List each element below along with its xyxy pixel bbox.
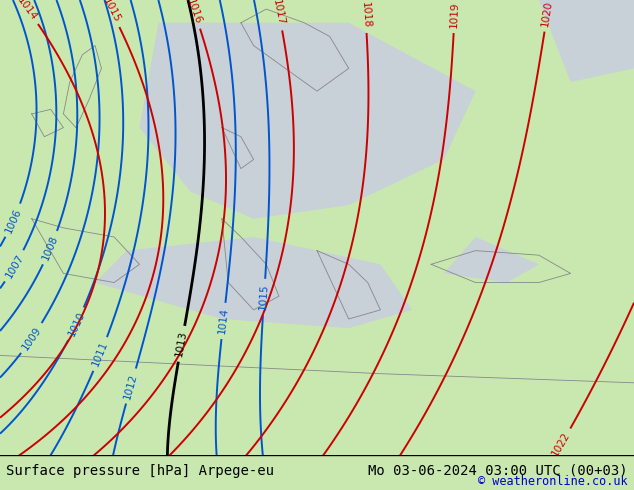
Polygon shape [139, 23, 476, 219]
Text: © weatheronline.co.uk: © weatheronline.co.uk [478, 475, 628, 488]
Text: 1008: 1008 [41, 234, 60, 262]
Text: 1006: 1006 [3, 206, 23, 234]
Text: 1012: 1012 [122, 372, 139, 400]
Polygon shape [539, 0, 634, 82]
Text: 1015: 1015 [101, 0, 122, 25]
Polygon shape [444, 237, 539, 283]
Text: 1016: 1016 [185, 0, 204, 25]
Polygon shape [95, 237, 412, 328]
Text: 1011: 1011 [91, 340, 110, 368]
Text: 1015: 1015 [258, 284, 270, 311]
Text: 1013: 1013 [174, 330, 189, 358]
Text: 1009: 1009 [20, 324, 43, 352]
Text: 1014: 1014 [16, 0, 39, 23]
Text: Surface pressure [hPa] Arpege-eu: Surface pressure [hPa] Arpege-eu [6, 464, 275, 478]
Text: 1007: 1007 [4, 252, 25, 280]
Text: 1010: 1010 [66, 310, 86, 338]
Text: 1019: 1019 [449, 1, 460, 28]
Text: 1014: 1014 [217, 307, 230, 335]
Text: 1022: 1022 [550, 430, 573, 458]
Text: Mo 03-06-2024 03:00 UTC (00+03): Mo 03-06-2024 03:00 UTC (00+03) [368, 464, 628, 478]
Text: 1018: 1018 [359, 1, 372, 28]
Text: 1017: 1017 [271, 0, 286, 26]
Text: 1020: 1020 [540, 0, 554, 27]
